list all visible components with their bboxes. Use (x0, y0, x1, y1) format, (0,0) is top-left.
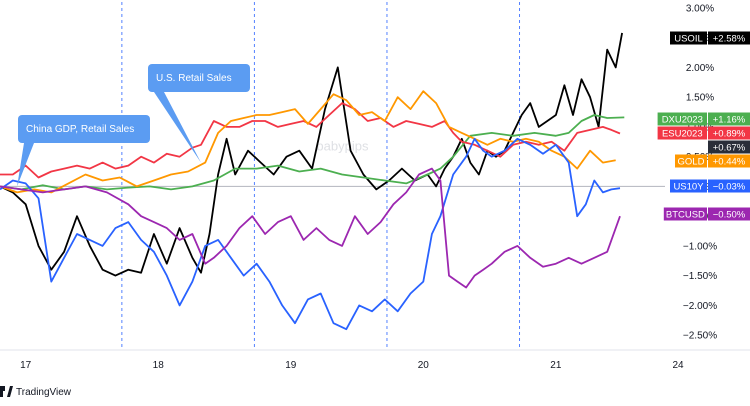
value-tag-unnamed: +0.67% (708, 140, 750, 154)
value-tag-value: −0.03% (713, 182, 746, 193)
y-tick-label: 3.00% (686, 3, 714, 14)
annotation-pointer (17, 143, 34, 187)
annotation-text: China GDP, Retail Sales (26, 124, 134, 135)
value-tag-value: +0.44% (713, 157, 746, 168)
tradingview-brand-text: TradingView (16, 387, 72, 398)
x-tick-label: 20 (418, 360, 430, 371)
x-tick-label: 24 (672, 360, 684, 371)
value-tag-value-bg (708, 140, 750, 154)
value-tag-name: US10Y (673, 182, 704, 193)
annotation-pointer (154, 92, 201, 163)
value-tag-value: +0.67% (713, 143, 746, 154)
y-tick-label: −1.50% (683, 271, 717, 282)
value-tag-name-bg (657, 112, 707, 126)
series-line-usoil (0, 32, 623, 277)
y-axis: 3.00%2.50%2.00%1.50%1.00%0.50%0.00%−0.50… (683, 3, 717, 341)
value-tag-name: GOLD (678, 157, 705, 168)
x-tick-label: 21 (550, 360, 562, 371)
annotation-callout-1[interactable]: U.S. Retail Sales (148, 64, 250, 163)
value-tag-name-bg (670, 31, 707, 45)
value-tag-name: ESU2023 (662, 129, 703, 140)
value-tag-name-bg (657, 126, 707, 140)
value-tag-name-bg (663, 207, 707, 221)
value-tag-value: −0.50% (713, 210, 746, 221)
x-tick-label: 17 (20, 360, 32, 371)
watermark: babypips (316, 139, 369, 154)
y-tick-label: −1.00% (683, 241, 717, 252)
annotations: China GDP, Retail Sales U.S. Retail Sales (17, 64, 250, 187)
tradingview-logo-icon (0, 386, 13, 397)
value-tag-name: BTCUSD (666, 210, 705, 221)
session-lines (121, 2, 521, 350)
annotation-callout-0[interactable]: China GDP, Retail Sales (17, 115, 150, 187)
value-tag-value-bg (708, 154, 750, 168)
annotation-box (148, 64, 250, 92)
value-tag-btcusd: −0.50% BTCUSD (663, 207, 750, 221)
value-tag-value-bg (708, 179, 750, 193)
y-tick-label: 1.50% (686, 93, 714, 104)
value-tags: +2.58%USOIL+1.16%DXU2023+0.89%ESU2023+0.… (657, 31, 750, 221)
series-line-dxu2023 (0, 114, 625, 191)
value-tag-value: +2.58% (713, 34, 746, 45)
annotation-box (18, 115, 150, 143)
value-tag-us10y: −0.03% US10Y (670, 179, 750, 193)
x-axis: 17 18 19 20 21 24 (20, 360, 684, 371)
value-tag-value-bg (708, 112, 750, 126)
x-tick-label: 18 (153, 360, 165, 371)
value-tag-value-bg (708, 207, 750, 221)
x-tick-label: 19 (285, 360, 297, 371)
value-tag-name-bg (675, 154, 707, 168)
y-tick-label: 2.00% (686, 63, 714, 74)
value-tag-name: USOIL (674, 34, 703, 45)
value-tag-usoil: +2.58% USOIL (670, 31, 750, 45)
value-tag-value-bg (708, 31, 750, 45)
y-tick-label: −2.50% (683, 331, 717, 342)
tradingview-logo[interactable]: TradingView (0, 386, 72, 398)
y-tick-label: −2.00% (683, 301, 717, 312)
value-tag-dxu2023: +1.16% DXU2023 (657, 112, 750, 126)
value-tag-name: DXU2023 (662, 115, 703, 126)
value-tag-name-bg (670, 179, 707, 193)
value-tag-value: +0.89% (713, 129, 746, 140)
value-tag-value-bg (708, 126, 750, 140)
series-line-us10y (0, 137, 621, 331)
value-tag-value: +1.16% (713, 115, 746, 126)
value-tag-esu2023: +0.89% ESU2023 (657, 126, 750, 140)
value-tag-gold: +0.44% GOLD (675, 154, 750, 168)
series-line-btcusd (0, 167, 621, 289)
series-lines (0, 32, 625, 331)
annotation-text: U.S. Retail Sales (156, 73, 232, 84)
series-line-esu2023 (0, 102, 621, 179)
